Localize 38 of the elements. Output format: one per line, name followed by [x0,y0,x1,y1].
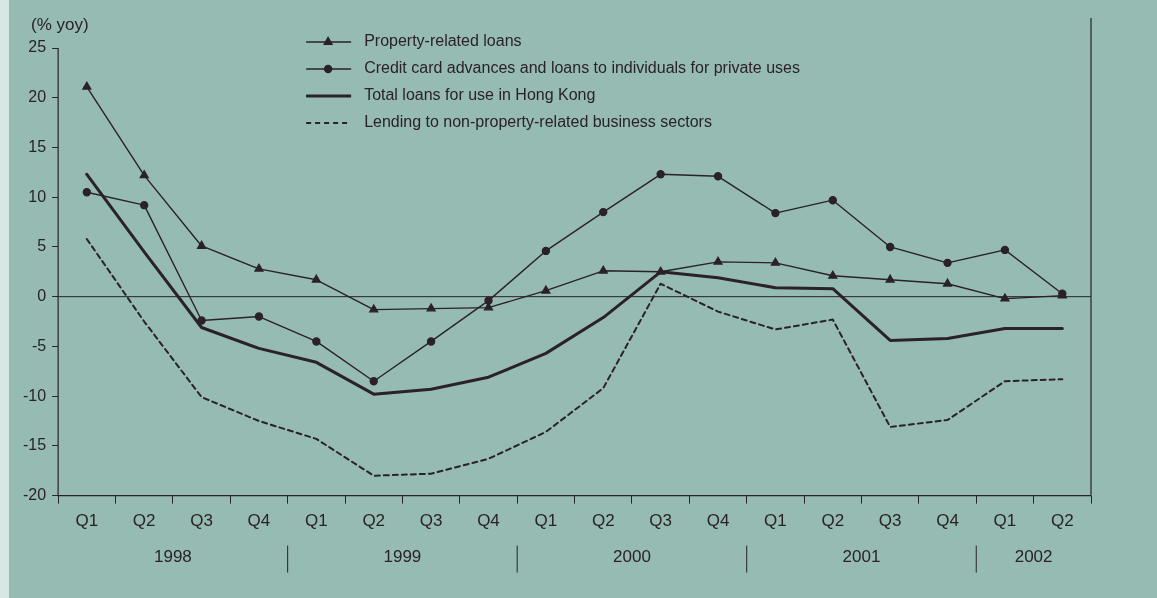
x-tick-label: Q4 [706,511,730,531]
x-tick-label: Q1 [75,511,99,531]
x-tick-label: Q1 [534,511,558,531]
text: 2000 [613,547,651,567]
y-tick-label: 20 [28,88,47,106]
y-tick-label: -20 [23,486,47,504]
x-tick-label: Q2 [1050,511,1074,531]
x-tick-label: Q3 [649,511,672,531]
text: 1998 [153,547,192,567]
text: 2001 [842,547,881,567]
y-tick-label: -5 [31,336,47,354]
x-tick-label: Q1 [764,511,787,531]
y-tick-label: -15 [23,436,47,454]
x-tick-label: Q1 [305,511,328,531]
x-tick-label: Q2 [591,511,615,531]
x-tick-label: Q3 [419,511,443,531]
legend-label: Total loans for use in Hong Kong [364,86,596,104]
y-tick-label: -10 [23,386,47,404]
x-tick-label: Q4 [477,511,500,531]
x-tick-label: Q4 [247,511,271,531]
x-tick-label: Q3 [190,511,213,531]
x-tick-label: Q3 [878,511,902,531]
x-tick-label: Q4 [936,511,959,531]
y-tick-label: 5 [37,237,47,255]
y-tick-label: 0 [37,287,47,305]
x-tick-label: Q2 [132,511,156,531]
legend-label: Credit card advances and loans to individuals for private uses [364,59,800,77]
x-tick-label: Q2 [362,511,386,531]
text: 1999 [383,547,422,567]
x-tick-label: Q2 [821,511,845,531]
text: 2002 [1014,547,1053,567]
legend-label: Property-related loans [364,32,522,50]
y-tick-label: 10 [28,187,47,205]
legend-label: Lending to non-property-related business sectors [364,113,712,131]
y-tick-label: 25 [28,38,47,56]
y-axis-title: (% yoy) [31,15,89,34]
x-tick-label: Q1 [993,511,1017,531]
y-tick-label: 15 [28,137,47,155]
